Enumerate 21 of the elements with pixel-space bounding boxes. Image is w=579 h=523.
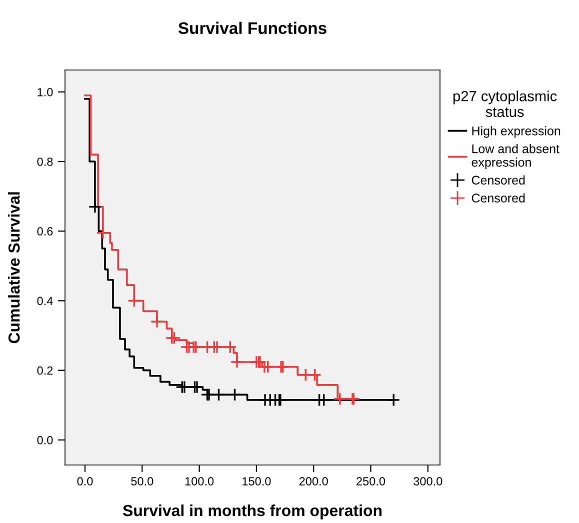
y-tick-label: 0.4 <box>37 296 53 306</box>
x-tick-label: 300.0 <box>414 477 442 486</box>
y-tick-label: 0.0 <box>37 436 53 444</box>
legend-label: Censored <box>472 193 525 203</box>
x-axis-title: Survival in months from operation <box>122 504 382 520</box>
chart-title: Survival Functions <box>178 22 326 34</box>
y-tick-label: 0.2 <box>37 366 53 375</box>
y-tick-label: 0.6 <box>37 227 53 236</box>
x-tick-label: 50.0 <box>131 477 154 486</box>
y-tick-label: 1.0 <box>38 88 53 96</box>
legend-title: p27 cytoplasmic status <box>453 90 557 118</box>
y-tick-label: 0.8 <box>37 158 53 166</box>
legend-label: Censored <box>472 175 525 185</box>
x-tick-label: 0.0 <box>77 477 93 486</box>
legend-label: Low and absent expression <box>472 144 560 170</box>
x-tick-label: 100.0 <box>185 477 214 486</box>
x-tick-label: 150.0 <box>242 477 271 486</box>
x-tick-label: 250.0 <box>356 477 386 486</box>
legend-label: High expression <box>472 126 560 138</box>
x-tick-label: 200.0 <box>299 477 328 486</box>
y-axis-title: Cumulative Survival <box>8 192 20 344</box>
